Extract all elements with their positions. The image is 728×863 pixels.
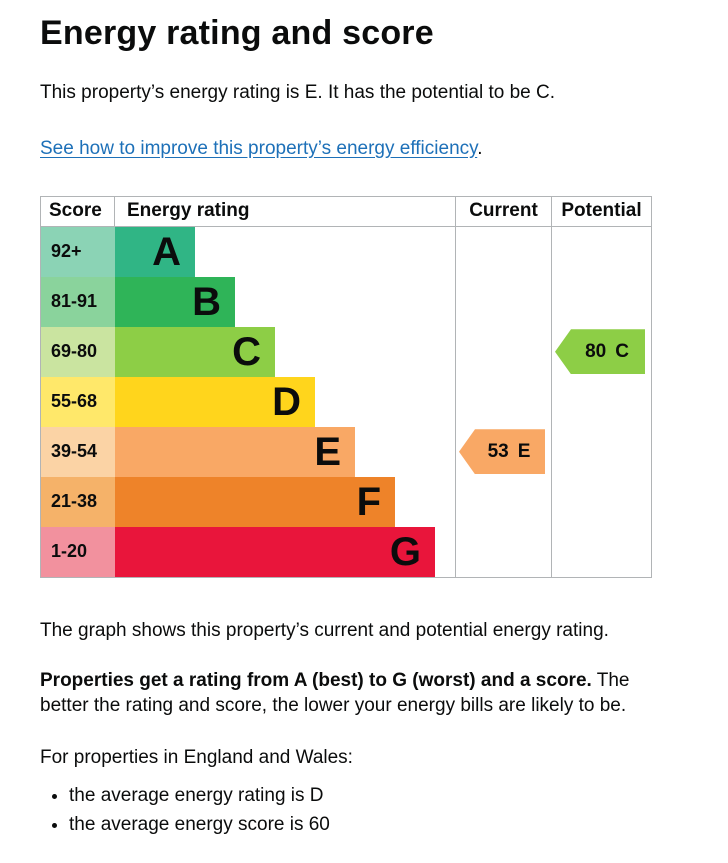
improve-efficiency-link[interactable]: See how to improve this property’s energ…: [40, 137, 478, 159]
band-bar-c: C: [115, 326, 275, 377]
band-row-f: 21-38 F: [41, 476, 651, 527]
current-cell-f: [455, 476, 551, 527]
average-score-item: the average energy score is 60: [69, 814, 692, 836]
region-note: For properties in England and Wales:: [40, 746, 353, 768]
band-bar-g: G: [115, 526, 435, 577]
potential-cell-c: 80 C: [551, 326, 651, 377]
band-letter-f: F: [356, 479, 381, 524]
potential-rating-arrow: 80 C: [555, 329, 645, 375]
potential-score: 80: [585, 340, 607, 362]
current-cell-d: [455, 376, 551, 427]
column-header-current: Current: [455, 196, 551, 226]
current-cell-a: [455, 226, 551, 277]
band-letter-b: B: [192, 279, 221, 324]
band-bar-d: D: [115, 376, 315, 427]
potential-cell-g: [551, 526, 651, 577]
band-bar-a: A: [115, 226, 195, 277]
chart-header: Score Energy rating Current Potential: [41, 196, 651, 227]
band-row-e: 39-54 E 53 E: [41, 426, 651, 477]
improve-link-row: See how to improve this property’s energ…: [40, 138, 692, 160]
current-band: E: [517, 440, 531, 462]
potential-cell-e: [551, 426, 651, 477]
energy-rating-chart: Score Energy rating Current Potential 92…: [40, 195, 652, 578]
band-letter-e: E: [314, 429, 341, 474]
improve-link-period: .: [477, 137, 483, 159]
rating-explanation-bold: Properties get a rating from A (best) to…: [40, 669, 592, 691]
rating-explanation: Properties get a rating from A (best) to…: [40, 668, 666, 719]
band-bar-f: F: [115, 476, 395, 527]
potential-band: C: [615, 340, 629, 362]
band-row-b: 81-91 B: [41, 276, 651, 327]
band-letter-d: D: [272, 379, 301, 424]
potential-cell-f: [551, 476, 651, 527]
column-header-potential: Potential: [551, 196, 651, 226]
band-row-g: 1-20 G: [41, 526, 651, 577]
score-range-b: 81-91: [41, 276, 115, 327]
score-range-f: 21-38: [41, 476, 115, 527]
potential-cell-a: [551, 226, 651, 277]
score-range-a: 92+: [41, 226, 115, 277]
band-row-a: 92+ A: [41, 226, 651, 277]
average-rating-item: the average energy rating is D: [69, 785, 692, 807]
band-row-c: 69-80 C 80 C: [41, 326, 651, 377]
column-header-score: Score: [41, 196, 115, 226]
band-letter-c: C: [232, 329, 261, 374]
current-cell-b: [455, 276, 551, 327]
potential-cell-b: [551, 276, 651, 327]
score-range-d: 55-68: [41, 376, 115, 427]
current-score: 53: [487, 440, 509, 462]
current-cell-e: 53 E: [455, 426, 551, 477]
score-range-e: 39-54: [41, 426, 115, 477]
band-letter-g: G: [389, 529, 421, 574]
current-cell-g: [455, 526, 551, 577]
band-bar-b: B: [115, 276, 235, 327]
band-letter-a: A: [152, 229, 181, 274]
band-bar-e: E: [115, 426, 355, 477]
potential-cell-d: [551, 376, 651, 427]
rating-explanation-rest: The better the rating and score, the low…: [40, 669, 630, 717]
current-rating-arrow: 53 E: [459, 429, 545, 475]
score-range-g: 1-20: [41, 526, 115, 577]
averages-list: the average energy rating is D the avera…: [40, 785, 692, 836]
band-row-d: 55-68 D: [41, 376, 651, 427]
score-range-c: 69-80: [41, 326, 115, 377]
chart-caption: The graph shows this property’s current …: [40, 619, 609, 641]
intro-text: This property’s energy rating is E. It h…: [40, 82, 556, 103]
current-cell-c: [455, 326, 551, 377]
column-header-energy-rating: Energy rating: [127, 200, 250, 222]
page-title: Energy rating and score: [40, 14, 434, 52]
